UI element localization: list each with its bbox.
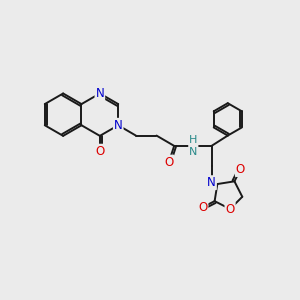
Text: O: O xyxy=(198,201,208,214)
Text: O: O xyxy=(225,202,235,215)
Text: N: N xyxy=(95,87,104,100)
Text: N: N xyxy=(114,119,123,132)
Text: O: O xyxy=(164,156,173,169)
Text: H
N: H N xyxy=(189,135,197,157)
Text: O: O xyxy=(236,163,245,176)
Text: O: O xyxy=(95,145,104,158)
Text: N: N xyxy=(207,176,216,189)
